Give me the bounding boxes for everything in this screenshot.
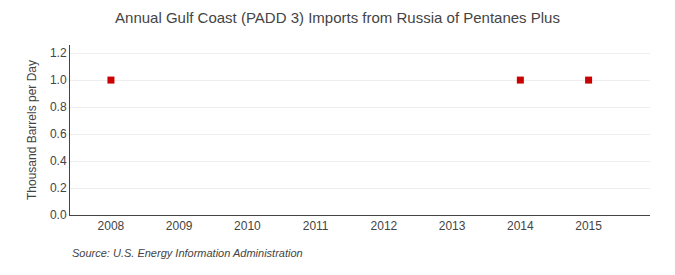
svg-text:2014: 2014: [507, 219, 534, 233]
svg-text:2010: 2010: [234, 219, 261, 233]
svg-text:0.0: 0.0: [50, 208, 67, 222]
svg-text:2015: 2015: [575, 219, 602, 233]
svg-text:2013: 2013: [439, 219, 466, 233]
svg-text:1.2: 1.2: [50, 46, 67, 60]
svg-text:2009: 2009: [166, 219, 193, 233]
svg-text:0.2: 0.2: [50, 181, 67, 195]
svg-text:0.4: 0.4: [50, 154, 67, 168]
svg-text:2012: 2012: [371, 219, 398, 233]
svg-text:2011: 2011: [303, 219, 329, 233]
svg-text:0.8: 0.8: [50, 100, 67, 114]
svg-text:2008: 2008: [98, 219, 125, 233]
svg-text:Source: U.S. Energy Informatio: Source: U.S. Energy Information Administ…: [72, 247, 303, 259]
svg-text:1.0: 1.0: [50, 73, 67, 87]
svg-text:Annual Gulf Coast (PADD 3) Imp: Annual Gulf Coast (PADD 3) Imports from …: [115, 9, 560, 26]
svg-text:0.6: 0.6: [50, 127, 67, 141]
svg-text:Thousand Barrels per Day: Thousand Barrels per Day: [25, 60, 39, 200]
